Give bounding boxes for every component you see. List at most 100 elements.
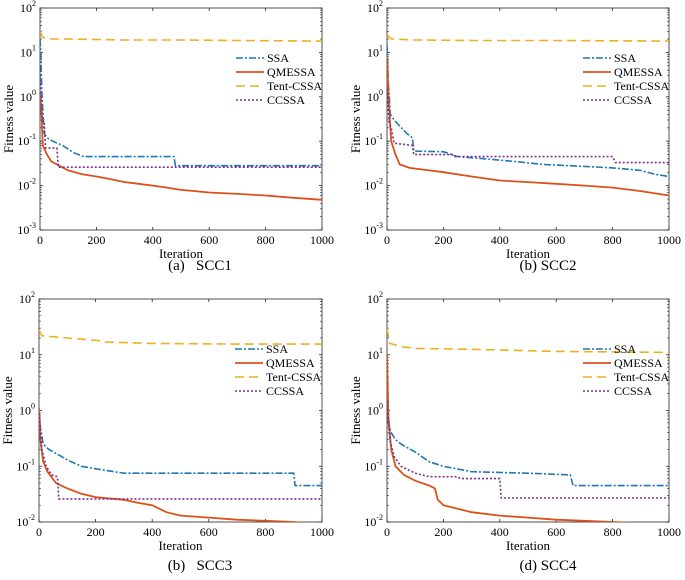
chart-1: 0 200 400 600 800 100010-310-210-1100101102It…: [1, 0, 334, 274]
x-tick-label: 600: [200, 233, 218, 247]
x-tick-label: 200: [434, 233, 452, 247]
y-tick-label: 100: [19, 402, 35, 418]
y-tick-label: 10-2: [364, 513, 383, 529]
series-line-ssa: [39, 410, 322, 487]
series-line-ssa: [387, 393, 669, 487]
y-tick-base: 10: [364, 223, 376, 237]
legend-label-ccssa: CCSSA: [266, 384, 304, 398]
y-tick-exponent: -1: [376, 132, 383, 141]
legend-label-ssa: SSA: [267, 51, 289, 65]
y-tick-label: 102: [367, 0, 383, 15]
series-line-qmessa: [39, 408, 304, 522]
y-tick-exponent: 1: [379, 346, 383, 355]
x-tick-label: 0: [36, 525, 42, 539]
legend-label-ssa: SSA: [614, 342, 636, 356]
series-line-qmessa: [40, 93, 322, 201]
y-tick-label: 10-1: [17, 132, 36, 148]
y-tick-label: 10-2: [16, 513, 35, 529]
series-line-qmessa: [387, 56, 669, 197]
series-line-tent-cssa: [39, 329, 322, 345]
y-tick-base: 10: [364, 179, 376, 193]
series-line-tent-cssa: [387, 34, 669, 42]
y-tick-base: 10: [17, 223, 29, 237]
y-tick-label: 100: [20, 88, 36, 104]
y-tick-label: 101: [367, 346, 383, 362]
x-tick-label: 0: [384, 233, 390, 247]
legend-label-ccssa: CCSSA: [614, 384, 652, 398]
y-tick-label: 100: [367, 88, 383, 104]
y-axis-label: Fitness value: [348, 85, 363, 153]
y-tick-base: 10: [16, 459, 28, 473]
x-tick-label: 1000: [310, 525, 334, 539]
y-tick-label: 101: [19, 346, 35, 362]
y-tick-base: 10: [19, 404, 31, 418]
y-tick-label: 10-3: [17, 221, 36, 237]
y-tick-base: 10: [367, 1, 379, 15]
series-line-ccssa: [387, 400, 669, 499]
x-axis-label: Iteration: [159, 246, 204, 261]
series-group: [40, 30, 322, 201]
y-tick-label: 102: [20, 0, 36, 15]
legend-label-qmessa: QMESSA: [614, 356, 663, 370]
y-tick-exponent: 2: [31, 290, 35, 299]
y-tick-exponent: -2: [376, 513, 383, 522]
x-tick-label: 800: [604, 233, 622, 247]
y-tick-label: 10-2: [364, 177, 383, 193]
y-tick-label: 10-1: [364, 132, 383, 148]
x-tick-label: 800: [256, 525, 274, 539]
y-tick-label: 10-1: [16, 457, 35, 473]
y-axis-label: Fitness value: [348, 376, 363, 444]
y-tick-base: 10: [17, 134, 29, 148]
chart-3: 0 200 400 600 800 100010-210-1100101102Iterat…: [0, 290, 334, 574]
chart-4: 0 200 400 600 800 100010-210-1100101102Iterat…: [348, 290, 681, 574]
y-tick-label: 10-3: [364, 221, 383, 237]
x-tick-label: 200: [434, 525, 452, 539]
series-line-ccssa: [39, 413, 322, 500]
legend-label-tent-cssa: Tent-CSSA: [614, 370, 670, 384]
series-line-ccssa: [387, 88, 669, 164]
x-tick-label: 600: [547, 525, 565, 539]
y-tick-exponent: -1: [29, 132, 36, 141]
chart-caption: (d) SCC4: [519, 558, 577, 574]
series-line-ccssa: [40, 75, 322, 168]
y-tick-exponent: -2: [376, 177, 383, 186]
plot-frame: [386, 7, 670, 231]
legend-label-ssa: SSA: [614, 51, 636, 65]
x-axis-label: Iteration: [506, 538, 551, 553]
y-tick-base: 10: [20, 1, 32, 15]
y-tick-base: 10: [364, 459, 376, 473]
y-tick-label: 101: [367, 43, 383, 59]
y-tick-base: 10: [367, 45, 379, 59]
y-tick-base: 10: [364, 515, 376, 529]
y-tick-exponent: 0: [31, 402, 35, 411]
x-tick-label: 400: [491, 233, 509, 247]
plot-frame: [39, 7, 323, 231]
chart-2: 0 200 400 600 800 100010-310-210-1100101102It…: [348, 0, 681, 274]
x-axis-label: Iteration: [158, 538, 203, 553]
x-tick-label: 400: [491, 525, 509, 539]
chart-caption: (a) SCC1: [168, 258, 232, 274]
y-tick-label: 102: [19, 290, 35, 306]
y-tick-exponent: 2: [379, 0, 383, 8]
plot-frame: [386, 298, 670, 523]
x-tick-label: 800: [604, 525, 622, 539]
x-tick-label: 400: [143, 525, 161, 539]
y-tick-exponent: 1: [379, 43, 383, 52]
series-line-ssa: [40, 38, 322, 167]
legend-label-qmessa: QMESSA: [614, 65, 663, 79]
y-axis-label: Fitness value: [0, 376, 15, 444]
y-tick-base: 10: [17, 179, 29, 193]
y-tick-exponent: -1: [28, 457, 35, 466]
y-tick-exponent: -3: [376, 221, 383, 230]
chart-caption: (b) SCC3: [168, 558, 233, 574]
x-tick-label: 1000: [657, 525, 681, 539]
x-axis-label: Iteration: [506, 246, 551, 261]
y-tick-base: 10: [367, 292, 379, 306]
y-tick-exponent: -1: [376, 457, 383, 466]
legend-label-tent-cssa: Tent-CSSA: [614, 79, 670, 93]
y-tick-base: 10: [367, 90, 379, 104]
y-tick-base: 10: [364, 134, 376, 148]
y-tick-exponent: 2: [379, 290, 383, 299]
plot-frame: [38, 298, 323, 523]
